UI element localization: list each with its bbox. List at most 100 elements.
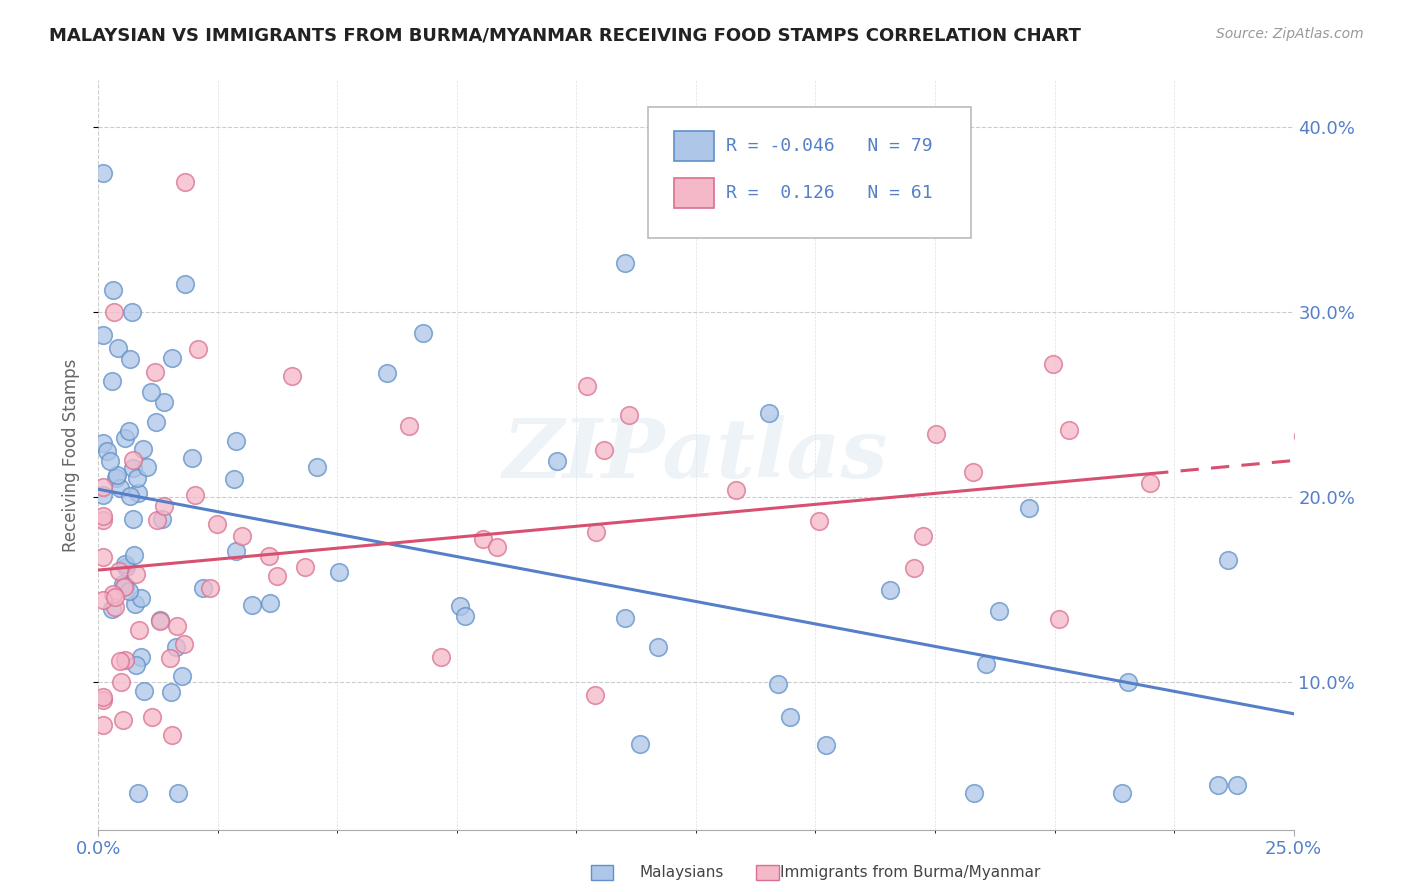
Point — [583, 689, 606, 703]
Point — [149, 613, 172, 627]
Point — [375, 367, 398, 381]
Point — [91, 692, 114, 706]
Point — [614, 611, 637, 625]
Point — [240, 598, 263, 612]
Point — [91, 436, 114, 450]
Point — [198, 582, 221, 596]
Point — [1139, 475, 1161, 490]
Point — [118, 583, 141, 598]
Point — [110, 675, 132, 690]
Point — [576, 379, 599, 393]
Point — [987, 604, 1010, 618]
Point — [815, 738, 838, 752]
Point — [127, 786, 149, 800]
Point — [160, 728, 183, 742]
Point — [725, 483, 748, 498]
Point — [259, 596, 281, 610]
Point — [98, 454, 121, 468]
Point — [103, 283, 125, 297]
Point — [585, 524, 607, 539]
Point — [430, 650, 453, 665]
Point — [118, 425, 141, 439]
Point — [91, 327, 114, 342]
Point — [91, 480, 114, 494]
Point — [104, 590, 127, 604]
Point — [257, 549, 280, 563]
Point — [449, 599, 471, 613]
Point — [294, 560, 316, 574]
Point — [91, 593, 114, 607]
Point — [122, 511, 145, 525]
Point — [1018, 501, 1040, 516]
Point — [172, 669, 194, 683]
Point — [1292, 429, 1315, 443]
Point — [963, 786, 986, 800]
Point — [766, 677, 789, 691]
Point — [879, 582, 901, 597]
Point — [180, 450, 202, 465]
Text: R = -0.046   N = 79: R = -0.046 N = 79 — [725, 137, 932, 155]
Point — [91, 513, 114, 527]
Point — [105, 468, 128, 483]
Point — [779, 710, 801, 724]
Point — [1111, 786, 1133, 800]
Point — [398, 419, 420, 434]
Point — [174, 277, 197, 291]
Point — [160, 685, 183, 699]
Point — [152, 394, 174, 409]
Point — [486, 540, 509, 554]
Point — [471, 533, 494, 547]
Point — [165, 640, 187, 654]
Point — [124, 597, 146, 611]
Point — [1208, 778, 1230, 792]
Point — [307, 459, 329, 474]
Point — [266, 569, 288, 583]
Point — [159, 651, 181, 665]
Point — [592, 443, 614, 458]
Point — [108, 481, 131, 495]
Point — [112, 581, 135, 595]
Point — [187, 342, 209, 356]
Point — [110, 654, 132, 668]
FancyBboxPatch shape — [648, 106, 972, 237]
Point — [129, 650, 152, 665]
Point — [903, 561, 925, 575]
Point — [1116, 674, 1139, 689]
Point — [111, 713, 134, 727]
Point — [114, 653, 136, 667]
Point — [758, 406, 780, 420]
Point — [1216, 553, 1239, 567]
Point — [145, 415, 167, 429]
Point — [91, 717, 114, 731]
Point — [173, 637, 195, 651]
Point — [96, 444, 118, 458]
Point — [205, 516, 228, 531]
Point — [146, 513, 169, 527]
Point — [132, 684, 155, 698]
Point — [127, 471, 149, 485]
Point — [150, 512, 173, 526]
Point — [107, 342, 129, 356]
Point — [101, 602, 124, 616]
Point — [911, 529, 934, 543]
Point — [149, 614, 172, 628]
Point — [91, 166, 114, 180]
Point — [141, 710, 163, 724]
Point — [128, 623, 150, 637]
Text: MALAYSIAN VS IMMIGRANTS FROM BURMA/MYANMAR RECEIVING FOOD STAMPS CORRELATION CHA: MALAYSIAN VS IMMIGRANTS FROM BURMA/MYANM… — [49, 27, 1081, 45]
Point — [91, 550, 114, 565]
Point — [107, 564, 129, 578]
Point — [614, 256, 637, 270]
Point — [104, 600, 127, 615]
Point — [976, 657, 998, 672]
Point — [91, 690, 114, 704]
Point — [115, 560, 138, 574]
Point — [103, 304, 125, 318]
Point — [962, 465, 984, 479]
Point — [127, 486, 149, 500]
Bar — [675, 178, 714, 208]
Point — [628, 737, 651, 751]
Point — [225, 544, 247, 558]
Point — [167, 786, 190, 800]
Point — [121, 304, 143, 318]
